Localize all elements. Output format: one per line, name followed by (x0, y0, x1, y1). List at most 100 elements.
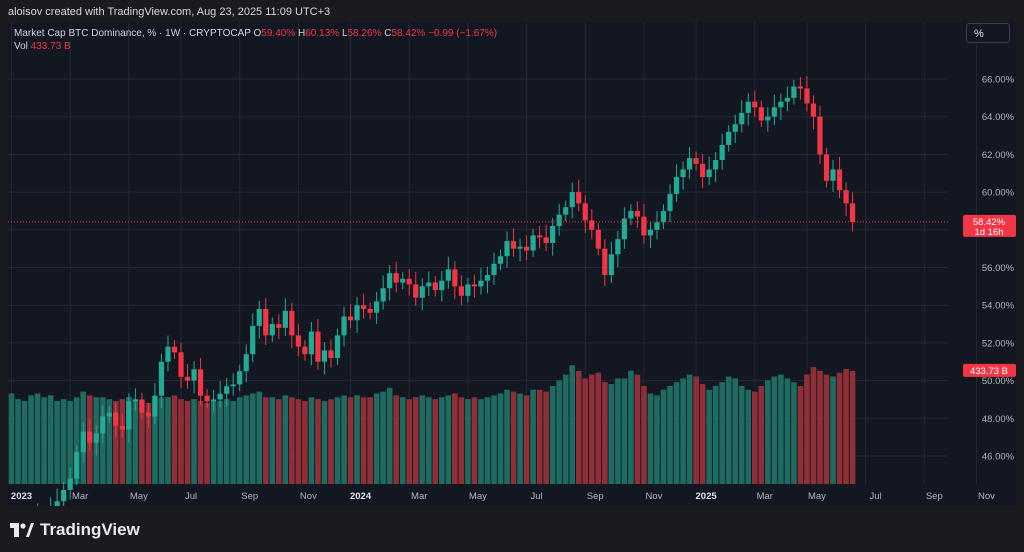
candle (106, 406, 112, 424)
volume-bar (517, 393, 523, 484)
candle-body (830, 169, 836, 181)
candle-body (634, 210, 641, 217)
volume-bar (680, 378, 686, 484)
volume-bar (158, 397, 165, 484)
candle (582, 195, 588, 234)
candle (784, 86, 790, 112)
y-tick-label: 66.00% (982, 75, 1015, 86)
candle (556, 203, 562, 236)
candle (37, 503, 39, 506)
candle-body (400, 278, 406, 283)
candle (334, 328, 341, 365)
candle (50, 497, 52, 506)
candle (295, 324, 301, 357)
candle (184, 364, 191, 389)
candle-body (100, 416, 106, 434)
candle (74, 445, 80, 486)
percent-scale-button[interactable]: % (966, 23, 1010, 43)
candle (67, 467, 73, 500)
volume-bar (230, 401, 236, 484)
volume-bar (725, 376, 732, 484)
chart-panel[interactable]: 46.00%48.00%50.00%52.00%54.00%56.00%58.0… (8, 22, 1016, 506)
volume-bar (549, 385, 556, 484)
volume-bar (497, 393, 504, 484)
x-tick-label: May (808, 491, 826, 502)
candle-body (119, 425, 125, 430)
candle-body (217, 393, 223, 400)
candle-body (752, 101, 758, 108)
high-label: H (298, 28, 306, 39)
candle-body (145, 412, 152, 417)
candle (791, 79, 797, 105)
candle-body (849, 203, 856, 222)
volume-bar (380, 391, 386, 484)
candle-body (289, 310, 295, 336)
candle (576, 179, 582, 212)
volume-bar (223, 399, 230, 484)
x-tick-label: 2025 (696, 491, 718, 502)
volume-bar (21, 401, 28, 484)
volume-bar (178, 399, 184, 484)
volume-bar (523, 395, 530, 484)
volume-bar (165, 397, 171, 484)
tradingview-logo-icon (10, 523, 34, 537)
brand-name: TradingView (40, 520, 140, 539)
candle (804, 75, 810, 112)
volume-bar (791, 382, 797, 484)
candle-body (615, 239, 621, 255)
candle (250, 313, 256, 363)
price-chart[interactable]: 46.00%48.00%50.00%52.00%54.00%56.00%58.0… (8, 22, 1016, 506)
volume-bar (54, 401, 60, 484)
candle (269, 317, 275, 342)
candle-body (334, 335, 341, 358)
candle-body (126, 401, 132, 430)
candle-body (739, 112, 745, 125)
candle-body (61, 489, 67, 502)
candle (660, 204, 667, 229)
candle-body (282, 310, 288, 328)
price-badge: 58.42%1d 16h (963, 214, 1016, 238)
y-tick-label: 50.00% (982, 376, 1015, 387)
candle-body (321, 350, 328, 362)
volume-badge-bg (963, 363, 1016, 377)
volume-bar (634, 374, 641, 484)
candle-body (360, 305, 367, 309)
volume-bar (47, 395, 54, 484)
candle (491, 252, 497, 285)
candle (360, 294, 367, 319)
candle-body (647, 229, 654, 236)
volume-bar (575, 370, 582, 484)
candle (165, 335, 171, 372)
candle-body (413, 284, 419, 298)
candle (152, 383, 158, 425)
candle (178, 342, 184, 388)
volume-bar (425, 397, 432, 484)
volume-bar (745, 389, 752, 484)
close-value: 58.42% (391, 28, 426, 39)
volume-bar (530, 389, 536, 484)
volume-bar (719, 382, 725, 484)
volume-bar (758, 385, 765, 484)
x-tick-label: Mar (757, 491, 773, 502)
candle-body (608, 254, 614, 276)
candle (354, 297, 360, 333)
volume-bar (236, 397, 243, 484)
candle (484, 266, 491, 294)
candle-body (582, 203, 588, 221)
open-value: 59.40% (261, 28, 296, 39)
volume-bar (367, 397, 373, 484)
candle (387, 265, 393, 301)
candle (406, 269, 412, 296)
candle-body (132, 399, 138, 402)
volume-bar (184, 401, 191, 484)
volume-bar (321, 401, 328, 484)
candle-body (621, 218, 627, 240)
candle (523, 235, 530, 261)
candle-body (719, 144, 725, 161)
volume-bar (445, 395, 452, 484)
candle-body (276, 324, 282, 328)
candle (126, 393, 132, 443)
candle (458, 275, 464, 306)
candle-body (530, 235, 536, 251)
